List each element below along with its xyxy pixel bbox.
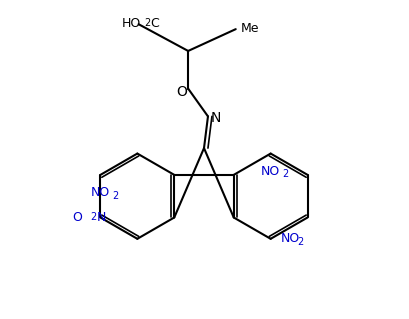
Text: O: O: [176, 85, 187, 99]
Text: NO: NO: [281, 232, 300, 245]
Text: 2: 2: [90, 212, 97, 222]
Text: HO: HO: [121, 17, 141, 30]
Text: 2: 2: [144, 18, 151, 28]
Text: N: N: [211, 111, 221, 125]
Text: C: C: [151, 17, 159, 30]
Text: N: N: [97, 211, 106, 224]
Text: Me: Me: [240, 22, 259, 35]
Text: 2: 2: [112, 191, 119, 201]
Text: NO: NO: [91, 186, 110, 199]
Text: O: O: [73, 211, 83, 224]
Text: 2: 2: [283, 169, 289, 179]
Text: 2: 2: [297, 237, 303, 247]
Text: NO: NO: [261, 165, 280, 178]
